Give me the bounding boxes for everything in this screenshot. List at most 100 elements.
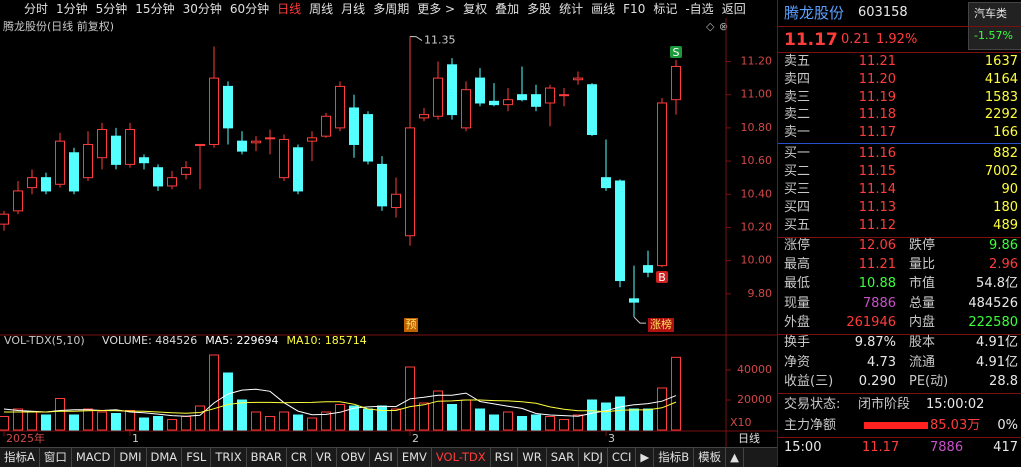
indicator-tab[interactable]: CR bbox=[287, 448, 312, 467]
indicator-tab[interactable]: SAR bbox=[547, 448, 580, 467]
indicator-tab[interactable]: FSL bbox=[182, 448, 212, 467]
candle-body bbox=[293, 147, 303, 192]
candle-body bbox=[475, 77, 485, 104]
legend-entry: VOLUME: 484526 bbox=[102, 334, 197, 347]
candle-body bbox=[405, 127, 415, 237]
icon-diamond[interactable]: ◇ bbox=[706, 20, 715, 33]
indicator-tab[interactable]: 模板 bbox=[694, 448, 727, 467]
period-tab[interactable]: 1分钟 bbox=[56, 2, 88, 16]
period-tab[interactable]: 月线 bbox=[341, 2, 366, 16]
period-tab[interactable]: 15分钟 bbox=[135, 2, 175, 16]
volume-bar bbox=[55, 398, 65, 431]
indicator-tab[interactable]: CCI bbox=[608, 448, 637, 467]
candle-body bbox=[181, 167, 191, 175]
volume-bar bbox=[0, 416, 9, 431]
volume-title: VOL-TDX(5,10) bbox=[4, 334, 85, 347]
period-tab[interactable]: F10 bbox=[623, 2, 646, 16]
indicator-tab[interactable]: DMA bbox=[147, 448, 183, 467]
indicator-tab[interactable]: ASI bbox=[370, 448, 398, 467]
volume-bar bbox=[447, 404, 457, 431]
indicator-tab[interactable]: VOL-TDX bbox=[432, 448, 491, 467]
indicator-tab[interactable]: KDJ bbox=[579, 448, 608, 467]
stat-label: 换手 bbox=[784, 335, 811, 350]
indicator-tab[interactable]: 窗口 bbox=[40, 448, 72, 467]
buy-label: 买一 bbox=[784, 146, 811, 161]
indicator-tab[interactable]: VR bbox=[312, 448, 337, 467]
period-tab[interactable]: 画线 bbox=[591, 2, 616, 16]
indicator-tab[interactable]: EMV bbox=[398, 448, 432, 467]
indicator-tab[interactable]: MACD bbox=[72, 448, 116, 467]
last-price: 11.17 bbox=[784, 30, 838, 50]
candle-body bbox=[545, 87, 555, 104]
indicator-tab[interactable]: BRAR bbox=[247, 448, 287, 467]
candle-body bbox=[279, 138, 289, 179]
volume-bar bbox=[139, 417, 149, 431]
period-tab[interactable]: 统计 bbox=[559, 2, 584, 16]
volume-bar bbox=[293, 414, 303, 431]
period-tab[interactable]: 周线 bbox=[309, 2, 334, 16]
indicator-tab[interactable]: OBV bbox=[337, 448, 371, 467]
candle-body bbox=[559, 94, 569, 97]
chart-bg bbox=[0, 18, 777, 447]
low-pointer bbox=[633, 316, 646, 324]
period-tab[interactable]: 30分钟 bbox=[182, 2, 222, 16]
buy-volume: 7002 bbox=[984, 164, 1018, 179]
y-tick-label: 10.80 bbox=[741, 121, 773, 134]
stat-label: 股本 bbox=[909, 335, 936, 350]
tick-volume: 7886 bbox=[930, 440, 964, 455]
period-tab[interactable]: 60分钟 bbox=[229, 2, 270, 16]
flow-value: 85.03万 bbox=[930, 418, 981, 433]
indicator-tab[interactable]: TRIX bbox=[211, 448, 247, 467]
sell-price: 11.20 bbox=[858, 71, 896, 87]
indicator-tab[interactable]: WR bbox=[518, 448, 547, 467]
candle-body bbox=[55, 140, 65, 185]
stat-value: 4.91亿 bbox=[976, 354, 1018, 370]
candle-body bbox=[489, 100, 499, 106]
candle-body bbox=[601, 177, 611, 189]
volume-bar bbox=[517, 416, 527, 431]
period-tab[interactable]: -自选 bbox=[685, 2, 714, 16]
candle-body bbox=[531, 94, 541, 107]
period-tab[interactable]: 更多 > bbox=[417, 2, 456, 16]
buy-volume: 90 bbox=[1001, 182, 1018, 197]
volume-bar bbox=[307, 417, 317, 431]
buy-volume: 489 bbox=[993, 218, 1018, 233]
period-tab[interactable]: 5分钟 bbox=[95, 2, 128, 16]
candle-body bbox=[587, 84, 597, 136]
period-tab[interactable]: 返回 bbox=[721, 2, 746, 16]
candle-body bbox=[461, 89, 471, 129]
status-label: 交易状态: bbox=[784, 397, 841, 412]
separator bbox=[778, 52, 1021, 53]
price-change: 0.21 bbox=[841, 32, 870, 47]
buy-label: 买五 bbox=[784, 218, 811, 233]
stat-label: 最高 bbox=[784, 257, 811, 273]
icon-close[interactable]: ⊗ bbox=[719, 20, 728, 33]
buy-label: 买四 bbox=[784, 200, 811, 215]
period-tab[interactable]: 日线 bbox=[277, 2, 302, 16]
period-tab[interactable]: 复权 bbox=[463, 2, 488, 16]
volume-bar bbox=[321, 411, 331, 431]
candle-body bbox=[503, 99, 513, 106]
period-tab[interactable]: 叠加 bbox=[495, 2, 520, 16]
separator bbox=[778, 26, 1021, 27]
indicator-tab[interactable]: DMI bbox=[115, 448, 147, 467]
period-tab[interactable]: 多股 bbox=[527, 2, 552, 16]
stat-value: 10.88 bbox=[858, 276, 896, 292]
indicator-tab[interactable]: ▶ bbox=[636, 448, 655, 467]
period-tab[interactable]: 多周期 bbox=[373, 2, 410, 16]
stat-label: 最低 bbox=[784, 276, 811, 292]
y-tick-label: 10.00 bbox=[741, 254, 773, 267]
stat-value: 9.86 bbox=[989, 238, 1018, 253]
indicator-tab[interactable]: ▲ bbox=[726, 448, 744, 467]
indicator-tab[interactable]: RSI bbox=[491, 448, 519, 467]
volume-bar bbox=[181, 416, 191, 431]
volume-bar bbox=[489, 414, 499, 431]
indicator-tab[interactable]: 指标B bbox=[654, 448, 695, 467]
volume-bar bbox=[153, 416, 163, 431]
candle-body bbox=[447, 64, 457, 116]
y-tick-label: 9.80 bbox=[748, 287, 773, 300]
period-tab[interactable]: 标记 bbox=[653, 2, 678, 16]
indicator-tab[interactable]: 指标A bbox=[0, 448, 40, 467]
period-tab[interactable]: 分时 bbox=[24, 2, 49, 16]
volume-bar bbox=[69, 414, 79, 431]
